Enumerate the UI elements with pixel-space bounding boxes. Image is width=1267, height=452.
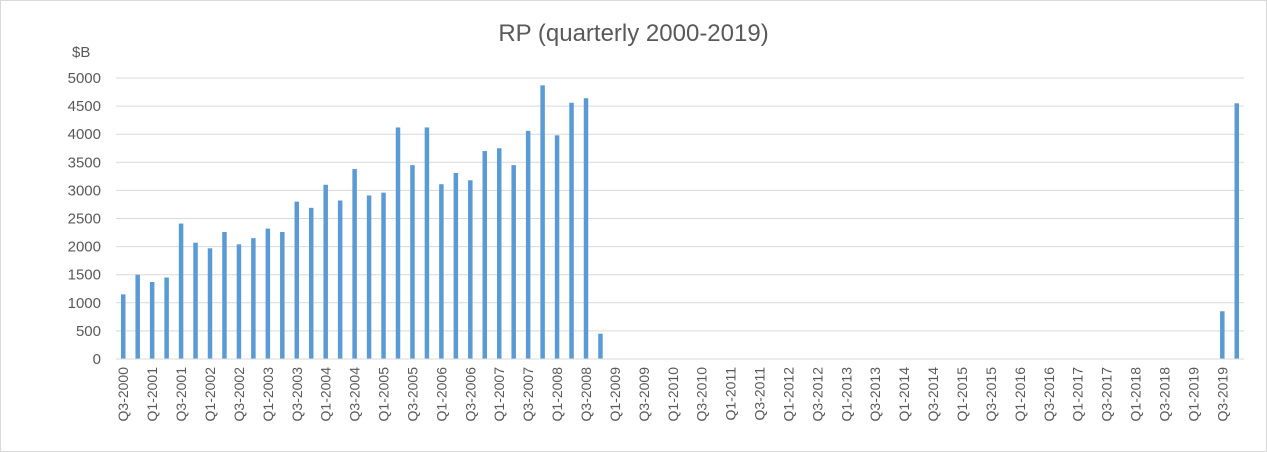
x-tick-label: Q3-2003 (289, 367, 305, 422)
x-tick-label: Q1-2004 (318, 367, 334, 422)
bar-Q3-2006 (468, 180, 473, 359)
gridlines (116, 77, 1244, 332)
x-tick-label: Q3-2009 (636, 367, 652, 422)
bar-Q4-2003 (308, 207, 314, 359)
x-tick-label: Q1-2012 (780, 367, 796, 422)
bar-Q4-2019 (1234, 103, 1240, 359)
x-tick-label: Q3-2006 (462, 367, 478, 422)
y-tick-label: 3500 (68, 154, 101, 171)
x-tick-label: Q1-2015 (954, 367, 970, 422)
bar-Q4-2008 (598, 333, 603, 359)
bar-Q1-2007 (496, 148, 502, 359)
y-tick-label: 2000 (68, 239, 101, 256)
x-tick-label: Q1-2002 (202, 367, 218, 422)
y-tick-label: 5000 (68, 70, 101, 87)
y-tick-label: 3000 (68, 182, 101, 199)
y-tick-label: 2500 (68, 211, 101, 228)
x-tick-label: Q1-2005 (376, 367, 392, 422)
bar-Q2-2002 (222, 231, 227, 359)
y-tick-label: 500 (76, 323, 101, 340)
bar-Q4-2007 (540, 85, 545, 359)
x-tick-label: Q1-2009 (607, 367, 623, 422)
y-tick-label: 1000 (68, 295, 101, 312)
bar-Q2-2007 (511, 165, 516, 359)
bar-Q1-2006 (439, 184, 444, 359)
x-tick-label: Q3-2011 (752, 367, 768, 421)
bar-Q3-2001 (178, 223, 184, 359)
y-tick-label: 0 (93, 351, 101, 368)
x-tick-label: Q1-2013 (838, 367, 854, 422)
x-tick-label: Q1-2010 (665, 367, 681, 422)
x-tick-label: Q3-2004 (347, 367, 363, 422)
bar-Q4-2002 (251, 238, 256, 359)
bar-Q1-2002 (207, 248, 213, 359)
x-tick-label: Q3-2014 (925, 367, 941, 422)
y-axis-unit-label: $B (72, 44, 91, 61)
x-tick-label: Q1-2017 (1070, 367, 1086, 422)
bar-Q1-2008 (554, 135, 560, 359)
bar-Q2-2006 (453, 172, 459, 359)
y-tick-label: 4500 (68, 98, 101, 115)
x-tick-label: Q1-2003 (260, 367, 276, 422)
bar-Q4-2005 (424, 127, 430, 360)
x-tick-label: Q3-2005 (404, 367, 420, 422)
x-tick-label: Q1-2016 (1012, 367, 1028, 422)
x-tick-label: Q3-2001 (173, 367, 189, 422)
x-tick-label: Q1-2011 (723, 367, 739, 421)
x-tick-label: Q1-2001 (144, 367, 160, 422)
x-tick-label: Q1-2006 (433, 367, 449, 422)
x-tick-label: Q1-2014 (896, 367, 912, 422)
x-tick-label: Q3-2007 (520, 367, 536, 422)
bar-Q3-2004 (352, 169, 357, 359)
bar-Q1-2001 (149, 282, 155, 359)
bar-Q3-2019 (1220, 311, 1225, 359)
x-tick-label: Q3-2016 (1041, 367, 1057, 422)
bar-Q2-2008 (569, 102, 574, 359)
bar-Q3-2007 (525, 130, 531, 359)
bar-Q1-2005 (381, 192, 386, 359)
bar-Q2-2003 (280, 231, 285, 359)
bar-Q3-2005 (410, 165, 415, 359)
y-axis-ticks: 0 500 1000 1500 2000 2500 3000 3500 4000 4500 5000 (68, 70, 101, 368)
y-tick-label: 1500 (68, 267, 101, 284)
x-tick-label: Q3-2012 (809, 367, 825, 422)
bar-Q3-2002 (236, 244, 242, 359)
bar-Q2-2005 (395, 127, 401, 360)
x-tick-label: Q3-2002 (231, 367, 247, 422)
bars (120, 85, 1240, 360)
x-axis-ticks: Q3-2000 Q1-2001 Q3-2001 Q1-2002 Q3-2002 Q1-20… (115, 367, 1230, 422)
bar-Q4-2004 (366, 195, 372, 359)
x-tick-label: Q3-2013 (867, 367, 883, 422)
x-tick-label: Q1-2018 (1128, 367, 1144, 422)
y-tick-label: 4000 (68, 126, 101, 143)
bar-Q4-2006 (482, 151, 488, 359)
x-tick-label: Q3-2019 (1214, 367, 1230, 422)
bar-Q2-2001 (164, 277, 169, 359)
x-tick-label: Q3-2017 (1099, 367, 1115, 422)
bar-Q3-2008 (583, 98, 589, 360)
bar-Q2-2004 (337, 200, 343, 359)
bar-Q3-2000 (120, 294, 126, 359)
bar-Q1-2003 (265, 228, 271, 359)
x-tick-label: Q3-2018 (1156, 367, 1172, 422)
bar-Q1-2004 (323, 184, 328, 359)
x-tick-label: Q3-2015 (983, 367, 999, 422)
x-tick-label: Q3-2000 (115, 367, 131, 422)
bar-Q4-2001 (193, 242, 198, 359)
x-tick-label: Q1-2007 (491, 367, 507, 422)
x-tick-label: Q3-2010 (694, 367, 710, 422)
bar-Q4-2000 (135, 274, 140, 359)
x-tick-label: Q1-2019 (1185, 367, 1201, 422)
x-tick-label: Q1-2008 (549, 367, 565, 422)
bar-Q3-2003 (294, 201, 300, 359)
x-tick-label: Q3-2008 (578, 367, 594, 422)
chart-title: RP (quarterly 2000-2019) (498, 20, 769, 47)
